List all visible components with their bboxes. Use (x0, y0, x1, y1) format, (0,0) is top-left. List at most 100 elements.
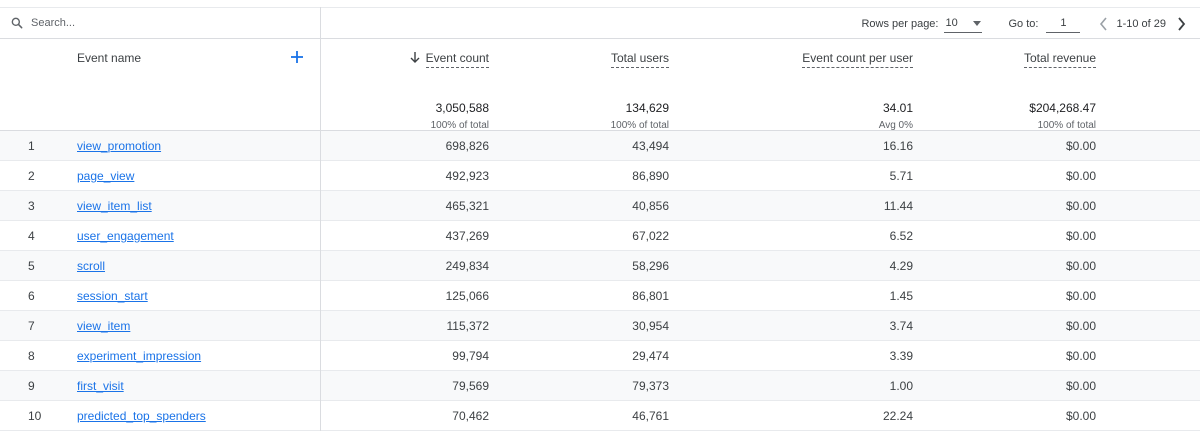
column-header-total-revenue[interactable]: Total revenue (1023, 51, 1096, 68)
table-row: 2 page_view 492,923 86,890 5.71 $0.00 (0, 161, 1200, 191)
event-count-per-user-cell: 4.29 (889, 259, 913, 273)
total-users: 134,629 100% of total (611, 101, 669, 131)
total-users-cell: 30,954 (632, 319, 669, 333)
total-value: $204,268.47 (1029, 101, 1096, 115)
event-name-link[interactable]: view_promotion (77, 139, 162, 153)
total-users-cell: 86,801 (632, 289, 669, 303)
event-count-per-user-cell: 3.39 (889, 349, 913, 363)
event-name-link[interactable]: page_view (77, 169, 135, 183)
goto-input[interactable] (1046, 14, 1081, 33)
total-value: 134,629 (625, 101, 669, 115)
table-row: 8 experiment_impression 99,794 29,474 3.… (0, 341, 1200, 371)
column-header-label: Event count (425, 51, 489, 68)
total-subtext: 100% of total (1037, 120, 1096, 131)
search-icon (11, 17, 23, 29)
event-count-cell: 698,826 (445, 139, 489, 153)
total-subtext: 100% of total (430, 120, 489, 131)
search-input[interactable]: Search... (31, 17, 76, 29)
search-box[interactable]: Search... (10, 16, 75, 30)
total-value: 3,050,588 (435, 101, 489, 115)
total-users-cell: 86,890 (632, 169, 669, 183)
total-revenue-cell: $0.00 (1065, 409, 1096, 423)
total-event-count: 3,050,588 100% of total (431, 101, 489, 131)
event-name-link[interactable]: view_item_list (77, 199, 152, 213)
event-count-cell: 79,569 (452, 379, 489, 393)
table-row: 3 view_item_list 465,321 40,856 11.44 $0… (0, 191, 1200, 221)
event-name-link[interactable]: first_visit (77, 379, 124, 393)
event-count-cell: 492,923 (445, 169, 489, 183)
event-name-link[interactable]: user_engagement (77, 229, 174, 243)
event-count-per-user-cell: 11.44 (883, 199, 913, 213)
rows-per-page-value: 10 (945, 17, 958, 29)
total-revenue-cell: $0.00 (1065, 379, 1096, 393)
total-revenue-cell: $0.00 (1065, 289, 1096, 303)
chevron-right-icon (1177, 16, 1185, 31)
row-index: 3 (28, 199, 35, 213)
row-index: 1 (28, 139, 35, 153)
event-name-link[interactable]: scroll (77, 259, 106, 273)
total-users-cell: 58,296 (632, 259, 669, 273)
total-users-cell: 40,856 (632, 199, 669, 213)
total-revenue-cell: $0.00 (1065, 139, 1096, 153)
row-index: 8 (28, 349, 35, 363)
row-index: 6 (28, 289, 35, 303)
event-count-cell: 249,834 (445, 259, 489, 273)
row-index: 5 (28, 259, 35, 273)
row-index: 2 (28, 169, 35, 183)
total-revenue-cell: $0.00 (1065, 349, 1096, 363)
event-count-per-user-cell: 5.71 (889, 169, 913, 183)
row-index: 7 (28, 319, 35, 333)
column-header-event-name[interactable]: Event name (77, 51, 141, 65)
column-header-label: Total revenue (1023, 51, 1096, 68)
event-name-link[interactable]: predicted_top_spenders (77, 409, 206, 423)
total-revenue-cell: $0.00 (1065, 229, 1096, 243)
total-subtext: Avg 0% (878, 120, 913, 131)
total-value: 34.01 (882, 101, 913, 115)
total-revenue-cell: $0.00 (1065, 259, 1096, 273)
event-count-per-user-cell: 22.24 (882, 409, 913, 423)
event-count-per-user-cell: 1.00 (889, 379, 913, 393)
total-users-cell: 43,494 (632, 139, 669, 153)
table-row: 9 first_visit 79,569 79,373 1.00 $0.00 (0, 371, 1200, 401)
event-count-cell: 99,794 (452, 349, 489, 363)
event-count-per-user-cell: 6.52 (889, 229, 913, 243)
row-index: 9 (28, 379, 35, 393)
event-name-link[interactable]: view_item (77, 319, 131, 333)
total-subtext: 100% of total (610, 120, 669, 131)
total-users-cell: 67,022 (632, 229, 669, 243)
add-dimension-button[interactable] (290, 50, 304, 64)
total-event-count-per-user: 34.01 Avg 0% (879, 101, 913, 131)
event-count-per-user-cell: 16.16 (882, 139, 913, 153)
table-header: Event name Event count Total users Event… (0, 39, 1200, 131)
event-name-link[interactable]: session_start (77, 289, 148, 303)
total-revenue-cell: $0.00 (1065, 169, 1096, 183)
pagination: Rows per page: 10 Go to: 1-10 of 29 (861, 8, 1188, 39)
chevron-left-icon (1099, 16, 1107, 31)
table-row: 6 session_start 125,066 86,801 1.45 $0.0… (0, 281, 1200, 311)
goto-label: Go to: (1008, 17, 1039, 30)
total-users-cell: 79,373 (632, 379, 669, 393)
total-revenue-cell: $0.00 (1065, 319, 1096, 333)
table-row: 1 view_promotion 698,826 43,494 16.16 $0… (0, 131, 1200, 161)
total-users-cell: 46,761 (632, 409, 669, 423)
event-count-cell: 115,372 (446, 319, 490, 333)
table-row: 4 user_engagement 437,269 67,022 6.52 $0… (0, 221, 1200, 251)
event-count-cell: 70,462 (452, 409, 489, 423)
arrow-down-icon (410, 52, 420, 63)
column-header-label: Event count per user (802, 51, 913, 68)
column-header-event-count[interactable]: Event count (410, 51, 489, 68)
column-header-total-users[interactable]: Total users (610, 51, 669, 68)
next-page-button[interactable] (1174, 16, 1188, 32)
caret-down-icon (973, 20, 982, 26)
column-divider (320, 7, 321, 431)
table-toolbar: Search... Rows per page: 10 Go to: 1-10 … (0, 7, 1200, 39)
previous-page-button[interactable] (1096, 16, 1110, 32)
rows-per-page-label: Rows per page: (861, 17, 939, 30)
event-name-link[interactable]: experiment_impression (77, 349, 202, 363)
rows-per-page-select[interactable]: 10 (944, 15, 983, 33)
event-count-per-user-cell: 3.74 (889, 319, 913, 333)
total-revenue: $204,268.47 100% of total (1029, 101, 1096, 131)
column-header-event-count-per-user[interactable]: Event count per user (802, 51, 913, 68)
page-range: 1-10 of 29 (1116, 17, 1166, 30)
total-revenue-cell: $0.00 (1065, 199, 1096, 213)
